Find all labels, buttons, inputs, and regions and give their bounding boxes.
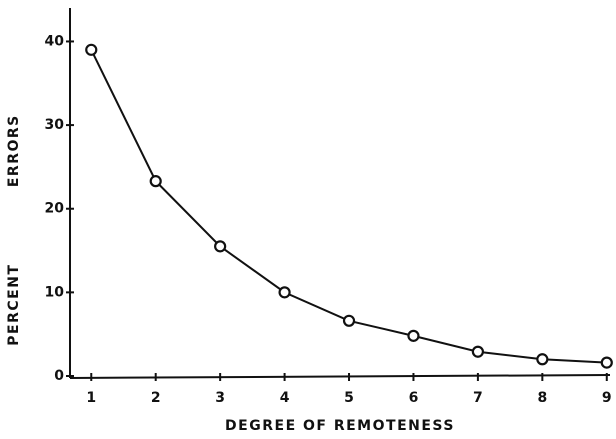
y-tick-label: 30 [45,117,65,133]
point [600,356,613,369]
x-tick-label: 3 [215,390,225,406]
x-tick-label: 6 [409,390,419,406]
x-tick-label: 7 [473,390,483,406]
point [471,345,484,358]
point [407,329,420,342]
x-tick-label: 1 [86,390,96,406]
y-tick-label: 40 [45,33,65,49]
point [278,286,291,299]
x-tick-label: 8 [537,390,547,406]
x-axis [69,374,611,379]
point [342,314,356,327]
y-tick-label: 10 [45,284,65,300]
x-tick-label: 9 [602,390,612,406]
y-axis-label: PERCENT ERRORS [6,114,22,345]
y-tick-label: 0 [54,368,64,384]
x-tick-label: 5 [344,390,354,406]
point [85,43,98,56]
point [536,353,549,366]
y-tick-label: 20 [45,201,65,217]
point [149,175,162,188]
x-tick-label: 2 [151,390,161,406]
x-tick-label: 4 [280,390,290,406]
x-axis-label: DEGREE OF REMOTENESS [225,418,455,434]
point [214,240,227,253]
